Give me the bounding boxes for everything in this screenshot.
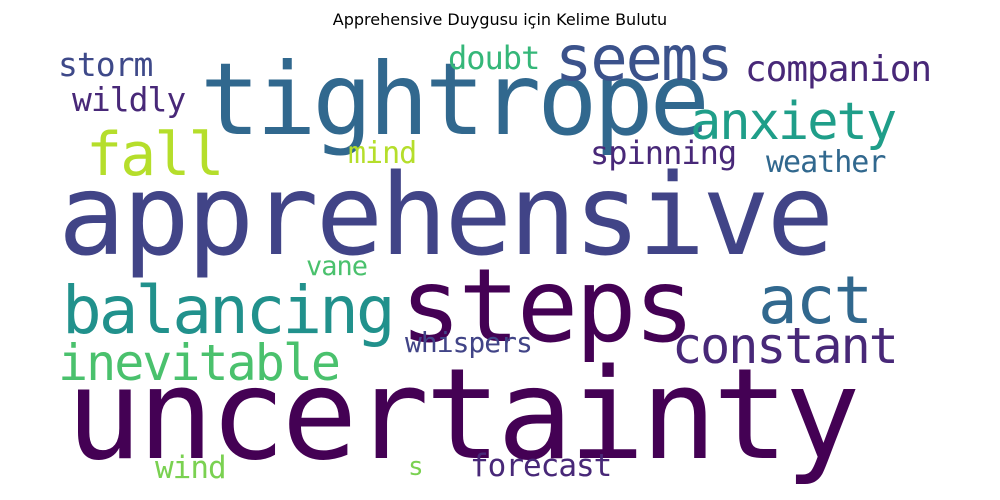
word-balancing: balancing (62, 272, 396, 349)
word-s: s (408, 452, 424, 482)
word-steps: steps (400, 247, 695, 366)
word-forecast: forecast (470, 448, 612, 484)
word-companion: companion (745, 49, 932, 90)
word-tightrope: tightrope (200, 41, 710, 158)
word-apprehensive: apprehensive (58, 151, 834, 281)
word-mind: mind (348, 136, 417, 171)
word-doubt: doubt (448, 39, 540, 77)
word-weather: weather (766, 145, 886, 180)
word-uncertainty: uncertainty (66, 341, 860, 488)
word-inevitable: inevitable (58, 334, 341, 392)
word-wildly: wildly (72, 80, 186, 119)
word-constant: constant (672, 317, 899, 375)
word-spinning: spinning (590, 134, 737, 172)
word-anxiety: anxiety (690, 92, 897, 152)
word-act: act (758, 262, 873, 339)
word-seems: seems (555, 22, 734, 95)
word-storm: storm (58, 45, 153, 84)
chart-title: Apprehensive Duygusu için Kelime Bulutu (332, 10, 668, 29)
word-whispers: whispers (405, 326, 533, 359)
word-wind: wind (155, 450, 227, 486)
word-vane: vane (306, 251, 368, 282)
word-fall: fall (86, 120, 224, 190)
